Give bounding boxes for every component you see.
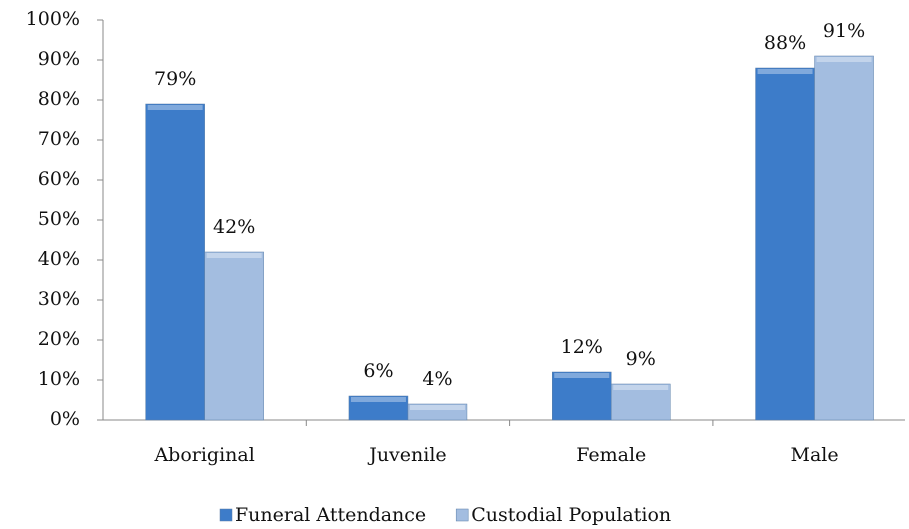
- y-tick-label: 50%: [38, 208, 80, 230]
- y-tick-label: 80%: [38, 88, 80, 110]
- bar: [552, 371, 612, 421]
- legend-label: Funeral Attendance: [235, 504, 426, 526]
- value-label: 9%: [626, 348, 656, 370]
- y-tick-label: 100%: [26, 8, 80, 30]
- value-label: 79%: [154, 68, 196, 90]
- x-tick-label: Aboriginal: [153, 444, 254, 466]
- bar: [145, 103, 205, 421]
- value-label: 42%: [213, 216, 255, 238]
- value-label: 91%: [823, 20, 865, 42]
- value-label: 4%: [422, 368, 452, 390]
- legend-swatch: [219, 508, 233, 522]
- y-tick-label: 60%: [38, 168, 80, 190]
- x-tick-label: Male: [790, 444, 838, 466]
- y-tick-label: 70%: [38, 128, 80, 150]
- y-tick-label: 30%: [38, 288, 80, 310]
- bar: [611, 383, 671, 421]
- x-tick-label: Juvenile: [367, 444, 446, 466]
- bar: [407, 403, 468, 421]
- y-tick-label: 40%: [38, 248, 80, 270]
- bar: [755, 67, 815, 421]
- y-tick-label: 20%: [38, 328, 80, 350]
- y-tick-label: 0%: [50, 408, 80, 430]
- bar: [204, 251, 264, 421]
- legend-label: Custodial Population: [471, 504, 671, 526]
- legend-swatch: [455, 508, 469, 522]
- value-label: 12%: [561, 336, 603, 358]
- y-tick-label: 90%: [38, 48, 80, 70]
- y-tick-label: 10%: [38, 368, 80, 390]
- value-label: 88%: [764, 32, 806, 54]
- bar: [348, 395, 409, 421]
- bar: [814, 55, 874, 421]
- value-label: 6%: [363, 360, 393, 382]
- x-tick-label: Female: [576, 444, 646, 466]
